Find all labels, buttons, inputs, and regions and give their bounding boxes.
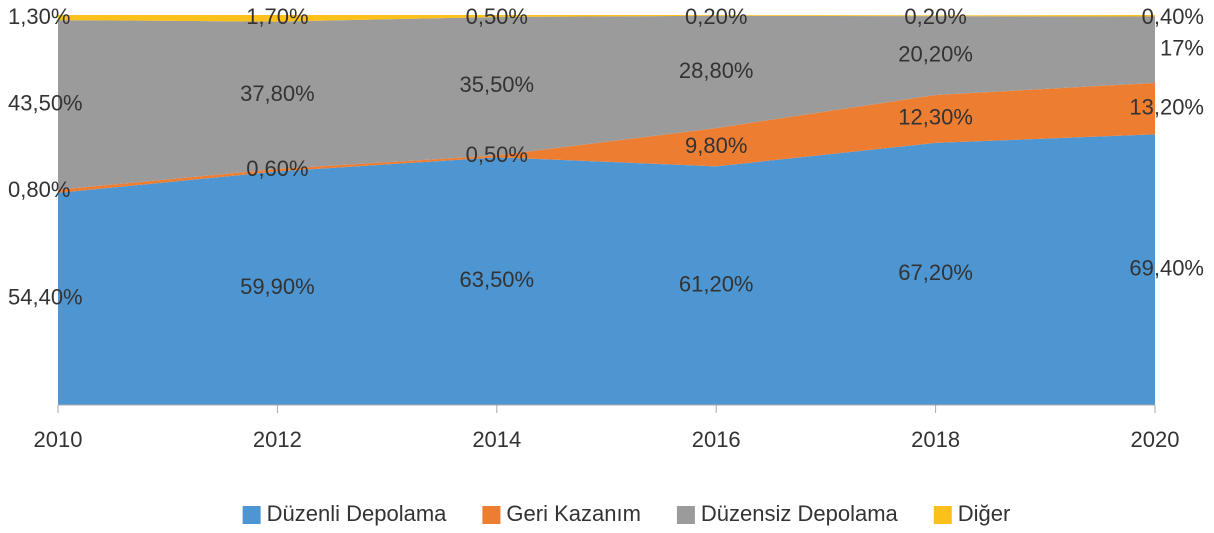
legend-label: Düzensiz Depolama	[701, 501, 899, 526]
data-label: 1,70%	[246, 4, 308, 29]
data-label: 20,20%	[898, 41, 973, 66]
data-label: 37,80%	[240, 81, 315, 106]
data-label: 0,80%	[8, 177, 70, 202]
plot-area	[58, 15, 1155, 405]
area	[58, 15, 1155, 22]
data-label: 0,60%	[246, 156, 308, 181]
data-label: 63,50%	[459, 267, 534, 292]
data-label: 12,30%	[898, 105, 973, 130]
data-label: 0,20%	[904, 4, 966, 29]
x-tick-label: 2014	[472, 427, 521, 452]
data-label: 17%	[1160, 36, 1204, 61]
data-label: 69,40%	[1129, 255, 1204, 280]
legend-label: Diğer	[958, 501, 1011, 526]
data-label: 13,20%	[1129, 94, 1204, 119]
legend-label: Düzenli Depolama	[267, 501, 448, 526]
legend-swatch	[482, 506, 501, 524]
legend-swatch	[933, 506, 952, 524]
legend: Düzenli Depolama Geri Kazanım Düzensiz Dep…	[242, 501, 1011, 526]
data-label: 43,50%	[8, 91, 83, 116]
data-label: 67,20%	[898, 260, 973, 285]
data-label: 1,30%	[8, 4, 70, 29]
data-label: 0,50%	[466, 142, 528, 167]
data-label: 35,50%	[459, 72, 534, 97]
legend-label: Geri Kazanım	[506, 501, 641, 526]
data-label: 9,80%	[685, 133, 747, 158]
data-label: 0,40%	[1142, 4, 1204, 29]
x-tick-label: 2010	[34, 427, 83, 452]
area	[58, 134, 1155, 405]
x-tick-label: 2018	[911, 427, 960, 452]
data-label: 54,40%	[8, 285, 83, 310]
data-label: 59,90%	[240, 274, 315, 299]
x-tick-label: 2012	[253, 427, 302, 452]
area	[58, 82, 1155, 193]
data-label: 0,20%	[685, 4, 747, 29]
legend-swatch	[676, 506, 695, 524]
x-tick-label: 2016	[692, 427, 741, 452]
legend-swatch	[242, 506, 261, 524]
data-label: 0,50%	[466, 4, 528, 29]
data-label: 61,20%	[679, 271, 754, 296]
data-label: 28,80%	[679, 58, 754, 83]
area	[58, 15, 1155, 190]
x-tick-label: 2020	[1131, 427, 1180, 452]
